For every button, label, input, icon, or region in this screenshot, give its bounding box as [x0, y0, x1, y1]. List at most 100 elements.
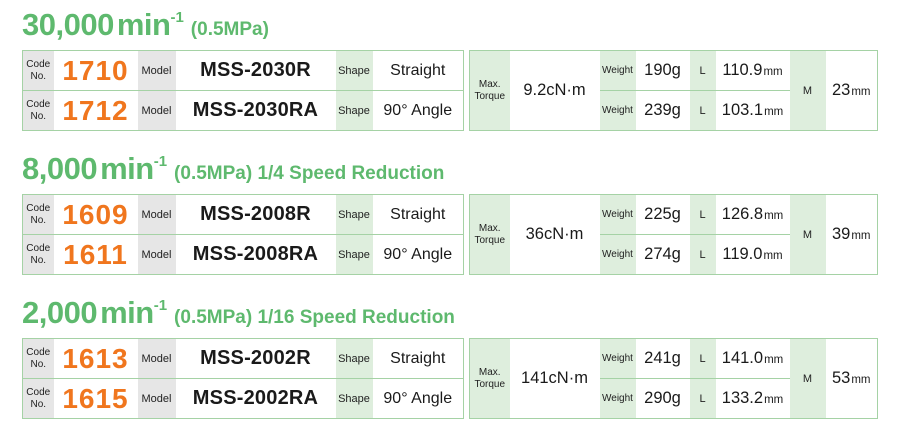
table-row: Code No. 1613 Model MSS-2002R Shape Strai…	[22, 338, 464, 379]
model-value: MSS-2030R	[200, 59, 311, 82]
weight-label: Weight	[599, 378, 636, 419]
code-no-value: 1712	[53, 90, 138, 131]
model-label: Model	[137, 234, 176, 275]
table-row: Code No. 1615 Model MSS-2002RA Shape 90° …	[22, 378, 464, 419]
shape-value: 90° Angle	[372, 234, 464, 275]
speed-value: 2,000	[22, 295, 98, 331]
model-label: Model	[137, 90, 176, 131]
model-value: MSS-2002RA	[175, 378, 336, 419]
table-row: Code No. 1712 Model MSS-2030RA Shape 90° …	[22, 90, 464, 131]
speed-exponent: -1	[153, 152, 168, 170]
section-heading: 8,000min-1 (0.5MPa) 1/4 Speed Reduction	[22, 152, 899, 186]
spec-table-right: Max. Torque 9.2cN·m Weight 190g L 110.9mm…	[469, 50, 878, 132]
table-row: Weight 274g L 119.0mm	[470, 234, 878, 275]
shape-value: 90° Angle	[372, 378, 464, 419]
speed-value: 30,000	[22, 7, 114, 42]
shape-label: Shape	[335, 90, 373, 131]
speed-unit: min	[100, 295, 154, 331]
weight-label: Weight	[599, 234, 636, 275]
max-torque-label: Max. Torque	[469, 50, 510, 131]
spec-table-left: Code No. 1609 Model MSS-2008R Shape Strai…	[22, 194, 464, 276]
m-label: M	[789, 338, 826, 419]
section-30000: 30,000min-1 (0.5MPa) Code No. 1710 Model M…	[22, 7, 899, 132]
shape-value: Straight	[390, 205, 446, 223]
spec-tables: Code No. 1710 Model MSS-2030R Shape Strai…	[22, 50, 899, 132]
shape-label: Shape	[335, 50, 373, 91]
shape-label: Shape	[335, 234, 373, 275]
model-label: Model	[137, 338, 176, 379]
spec-table-left: Code No. 1613 Model MSS-2002R Shape Strai…	[22, 338, 464, 420]
length-value: 133.2mm	[715, 378, 790, 419]
model-value: MSS-2008R	[200, 203, 311, 226]
section-heading: 2,000min-1 (0.5MPa) 1/16 Speed Reduction	[22, 296, 899, 330]
length-label: L	[689, 338, 716, 379]
length-label: L	[689, 90, 716, 131]
code-no-value: 1611	[53, 234, 138, 275]
shape-value: Straight	[390, 349, 446, 367]
length-value: 126.8mm	[721, 205, 784, 224]
table-row: Max. Torque 141cN·m Weight 241g L 141.0mm…	[469, 338, 878, 419]
heading-suffix: (0.5MPa)	[190, 19, 269, 40]
code-no-label: Code No.	[22, 50, 54, 91]
length-label: L	[689, 194, 716, 235]
weight-label: Weight	[599, 90, 636, 131]
code-no-value: 1615	[53, 378, 138, 419]
length-value: 110.9mm	[722, 61, 783, 80]
max-torque-value: 36cN·m	[525, 225, 584, 244]
model-label: Model	[137, 50, 176, 91]
speed-exponent: -1	[153, 296, 168, 314]
length-label: L	[689, 234, 716, 275]
weight-label: Weight	[599, 194, 636, 235]
m-label: M	[789, 194, 826, 275]
table-row: Code No. 1710 Model MSS-2030R Shape Strai…	[22, 50, 464, 91]
spec-table-left: Code No. 1710 Model MSS-2030R Shape Strai…	[22, 50, 464, 132]
model-value: MSS-2008RA	[175, 234, 336, 275]
max-torque-value: 141cN·m	[521, 369, 588, 388]
length-value: 141.0mm	[721, 349, 784, 368]
speed-unit: min	[116, 7, 171, 42]
code-no-value: 1609	[62, 198, 129, 230]
weight-value: 239g	[635, 90, 690, 131]
table-row: Weight 239g L 103.1mm	[470, 90, 878, 131]
spec-table-right: Max. Torque 141cN·m Weight 241g L 141.0mm…	[469, 338, 878, 420]
heading-suffix: (0.5MPa) 1/4 Speed Reduction	[174, 163, 445, 185]
table-row: Weight 290g L 133.2mm	[470, 378, 878, 419]
length-value: 119.0mm	[715, 234, 790, 275]
code-no-label: Code No.	[22, 194, 54, 235]
spec-tables: Code No. 1613 Model MSS-2002R Shape Strai…	[22, 338, 899, 420]
weight-value: 241g	[644, 349, 681, 368]
weight-value: 225g	[644, 205, 681, 224]
code-no-value: 1710	[62, 54, 129, 86]
weight-value: 190g	[644, 61, 681, 80]
table-row: Code No. 1609 Model MSS-2008R Shape Strai…	[22, 194, 464, 235]
speed-exponent: -1	[170, 8, 184, 26]
length-label: L	[689, 378, 716, 419]
section-8000: 8,000min-1 (0.5MPa) 1/4 Speed Reduction C…	[22, 152, 899, 276]
table-row: Max. Torque 36cN·m Weight 225g L 126.8mm …	[469, 194, 878, 275]
max-torque-label: Max. Torque	[469, 194, 510, 275]
model-label: Model	[137, 378, 176, 419]
weight-label: Weight	[599, 50, 636, 91]
length-value: 103.1mm	[715, 90, 790, 131]
section-heading: 30,000min-1 (0.5MPa)	[22, 7, 899, 42]
shape-label: Shape	[335, 194, 373, 235]
shape-value: 90° Angle	[372, 90, 464, 131]
model-value: MSS-2002R	[200, 347, 311, 370]
heading-suffix: (0.5MPa) 1/16 Speed Reduction	[174, 307, 455, 329]
m-value: 53mm	[831, 369, 871, 388]
code-no-label: Code No.	[22, 378, 54, 419]
weight-label: Weight	[599, 338, 636, 379]
code-no-label: Code No.	[22, 234, 54, 275]
shape-label: Shape	[335, 338, 373, 379]
model-label: Model	[137, 194, 176, 235]
max-torque-value: 9.2cN·m	[523, 81, 586, 100]
max-torque-label: Max. Torque	[469, 338, 510, 419]
spec-tables: Code No. 1609 Model MSS-2008R Shape Strai…	[22, 194, 899, 276]
speed-value: 8,000	[22, 151, 98, 187]
code-no-label: Code No.	[22, 338, 54, 379]
m-label: M	[789, 50, 826, 131]
table-row: Code No. 1611 Model MSS-2008RA Shape 90° …	[22, 234, 464, 275]
length-label: L	[689, 50, 716, 91]
code-no-value: 1613	[62, 342, 129, 374]
table-row: Max. Torque 9.2cN·m Weight 190g L 110.9mm…	[469, 50, 878, 131]
